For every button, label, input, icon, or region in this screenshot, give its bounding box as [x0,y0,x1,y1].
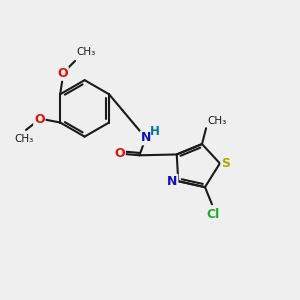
Text: CH₃: CH₃ [207,116,226,126]
Text: O: O [57,67,68,80]
Text: CH₃: CH₃ [14,134,33,143]
Text: N: N [167,175,178,188]
Text: N: N [141,131,151,145]
Text: S: S [221,157,230,170]
Text: O: O [34,113,45,126]
Text: Cl: Cl [206,208,219,221]
Text: CH₃: CH₃ [76,47,96,57]
Text: O: O [114,148,125,160]
Text: H: H [150,125,160,138]
